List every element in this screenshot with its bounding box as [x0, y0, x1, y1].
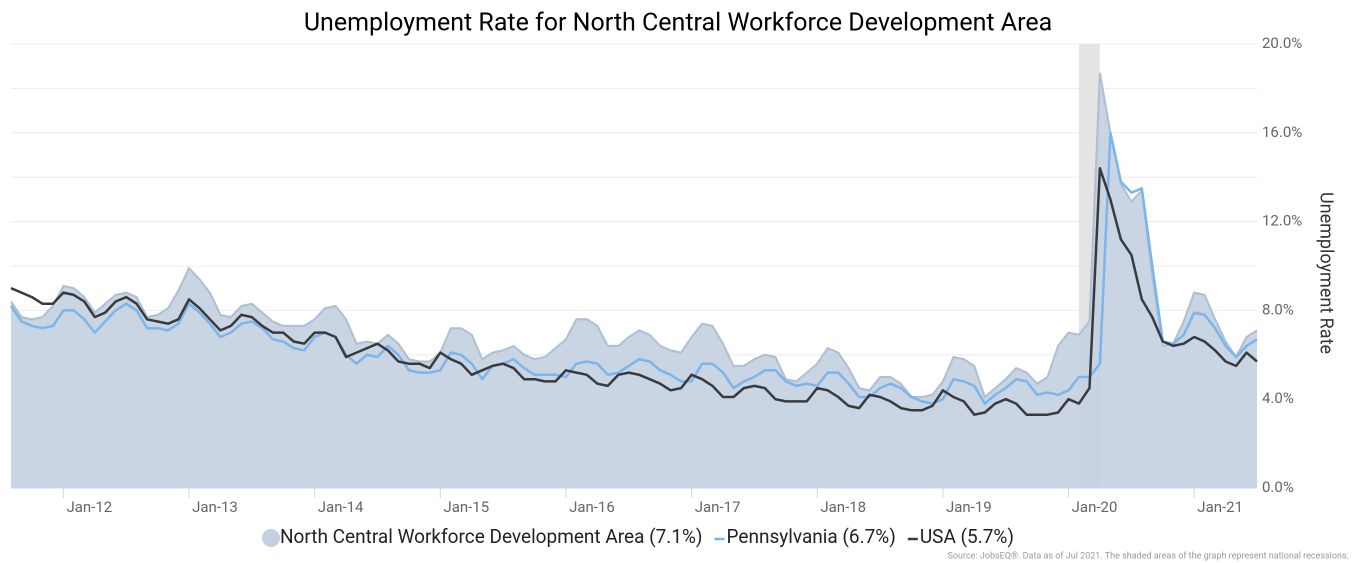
- y-tick-label: 12.0%: [1262, 212, 1302, 230]
- legend-label: USA (5.7%): [920, 525, 1014, 548]
- y-tick-label: 20.0%: [1262, 34, 1302, 52]
- legend-marker: [262, 529, 280, 547]
- x-tick-label: Jan-16: [569, 498, 615, 516]
- legend: North Central Workforce Development Area…: [262, 525, 1014, 548]
- y-tick-label: 8.0%: [1262, 300, 1294, 318]
- x-tick-label: Jan-20: [1072, 498, 1118, 516]
- y-tick-label: 0.0%: [1262, 478, 1294, 496]
- x-tick-label: Jan-19: [946, 498, 992, 516]
- legend-label: North Central Workforce Development Area…: [280, 525, 703, 548]
- x-tick-label: Jan-15: [443, 498, 489, 516]
- line: [9, 131, 1258, 405]
- x-tick-label: Jan-14: [318, 498, 364, 516]
- line: [10, 167, 1258, 416]
- x-tick-label: Jan-18: [820, 498, 866, 516]
- x-tick-label: Jan-17: [695, 498, 741, 516]
- y-tick-label: 4.0%: [1262, 389, 1294, 407]
- y-axis-label: Unemployment Rate: [1315, 192, 1336, 354]
- x-tick-label: Jan-13: [192, 498, 238, 516]
- area-line: [10, 72, 1258, 399]
- legend-label: Pennsylvania (6.7%): [727, 525, 896, 548]
- x-tick-label: Jan-21: [1197, 498, 1243, 516]
- y-tick-label: 16.0%: [1262, 123, 1302, 141]
- chart-title: Unemployment Rate for North Central Work…: [304, 9, 1052, 38]
- area: [11, 72, 1257, 489]
- source-note: Source: JobsEQ®. Data as of Jul 2021. Th…: [948, 551, 1349, 561]
- x-tick-label: Jan-12: [66, 498, 112, 516]
